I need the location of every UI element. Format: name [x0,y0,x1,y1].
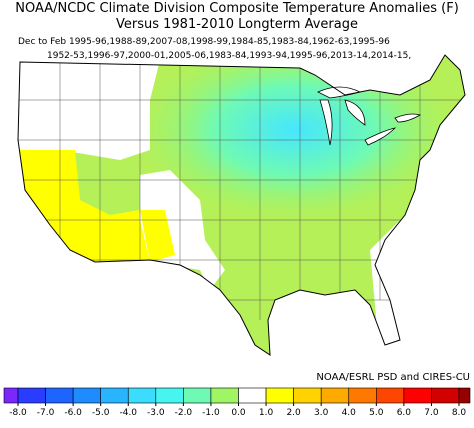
legend-cell [127,387,157,404]
legend-cell [100,387,129,404]
great-lakes [317,86,421,146]
legend-tick-label: -5.0 [92,408,110,418]
legend-tick-label: 7.0 [424,408,439,418]
title: NOAA/NCDC Climate Division Composite Tem… [15,1,459,16]
legend-cell [265,387,294,404]
credit: NOAA/ESRL PSD and CIRES-CU [316,372,470,383]
legend-tick-label: -1.0 [202,408,220,418]
legend-cell [238,387,267,404]
legend-cell [17,387,46,404]
legend-cell [155,387,184,404]
legend-cell [183,387,212,404]
map [18,55,465,355]
legend-tick-label: -4.0 [119,408,137,418]
legend-tick-label: -6.0 [64,408,82,418]
legend-cell [376,387,405,404]
legend-cell [320,387,350,404]
legend-cell [293,387,322,404]
color-legend: -8.0 -7.0 -6.0 -5.0 -4.0 -3.0 -2.0 -1.0 0.0 1.0 2.… [3,387,471,418]
legend-tick-label: -3.0 [147,408,165,418]
subtitle: Versus 1981-2010 Longterm Average [116,17,358,32]
legend-cell [348,387,377,404]
legend-cell [72,387,101,404]
legend-tick-label: 2.0 [286,408,301,418]
legend-tick-label: -7.0 [37,408,55,418]
period-cont: 1952-53,1996-97,2000-01,2005-06,1983-84,… [47,51,411,61]
legend-tick-label: 3.0 [314,408,329,418]
legend-tick-label: 0.0 [231,408,246,418]
legend-cell [431,387,460,404]
legend-cell [458,387,471,404]
legend-cell [45,387,74,404]
legend-tick-label: 4.0 [342,408,357,418]
legend-tick-label: 6.0 [397,408,412,418]
us-outline [17,54,466,356]
legend-cell [403,387,432,404]
legend-tick-label: -8.0 [9,408,27,418]
period: Dec to Feb 1995-96,1988-89,2007-08,1998-… [18,37,390,47]
legend-tick-label: 8.0 [452,408,467,418]
legend-tick-label: 5.0 [369,408,384,418]
legend-cell [210,387,239,404]
legend-tick-label: 1.0 [259,408,274,418]
legend-tick-label: -2.0 [175,408,193,418]
legend-cell [3,387,19,404]
